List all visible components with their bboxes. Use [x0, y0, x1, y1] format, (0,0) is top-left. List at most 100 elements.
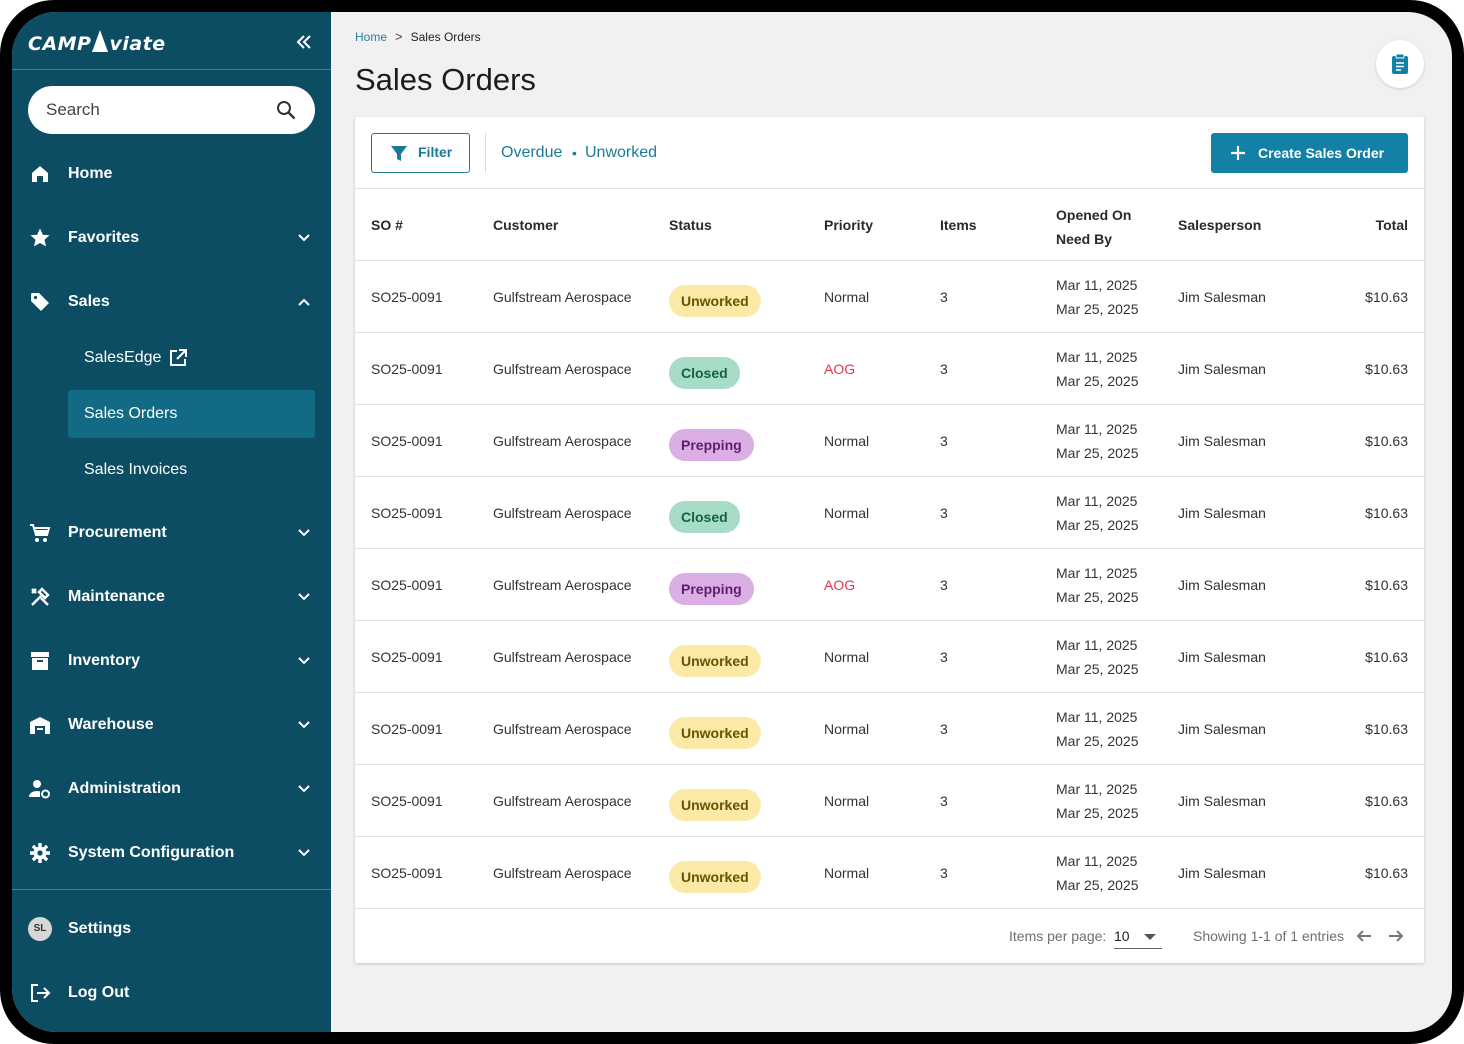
- nav-administration[interactable]: Administration: [12, 765, 331, 813]
- search-box[interactable]: [28, 86, 315, 134]
- nav-logout[interactable]: Log Out: [12, 969, 331, 1017]
- chevron-down-icon: [294, 587, 314, 607]
- column-header-customer[interactable]: Customer: [493, 217, 559, 233]
- plus-icon: [1231, 146, 1245, 160]
- cell-items: 3: [940, 289, 948, 305]
- filter-button[interactable]: Filter: [371, 133, 470, 173]
- nav-sales-invoices[interactable]: Sales Invoices: [68, 446, 315, 494]
- external-link-icon: [168, 348, 188, 368]
- cell-so-number: SO25-0091: [371, 505, 443, 521]
- cell-so-number: SO25-0091: [371, 793, 443, 809]
- cell-customer: Gulfstream Aerospace: [493, 505, 632, 521]
- double-chevron-left-icon[interactable]: [292, 30, 316, 54]
- table-row[interactable]: SO25-0091 Gulfstream Aerospace Prepping …: [355, 405, 1424, 477]
- nav-settings-label: Settings: [68, 920, 132, 937]
- nav-warehouse[interactable]: Warehouse: [12, 701, 331, 749]
- column-header-status[interactable]: Status: [669, 217, 712, 233]
- cell-total: $10.63: [1365, 289, 1408, 305]
- cell-need-by: Mar 25, 2025: [1056, 373, 1139, 389]
- nav-sales-orders[interactable]: Sales Orders: [68, 390, 315, 438]
- column-header-priority[interactable]: Priority: [824, 217, 874, 233]
- cell-total: $10.63: [1365, 505, 1408, 521]
- cell-priority: Normal: [824, 721, 870, 737]
- nav-settings[interactable]: SL Settings: [12, 905, 331, 953]
- filter-chip-separator: •: [572, 145, 577, 161]
- nav-sales[interactable]: Sales: [12, 278, 331, 326]
- nav-maintenance[interactable]: Maintenance: [12, 573, 331, 621]
- cell-dates: Mar 11, 2025 Mar 25, 2025: [1056, 345, 1139, 393]
- cell-opened-on: Mar 11, 2025: [1056, 781, 1138, 797]
- arrow-left-icon[interactable]: [1352, 924, 1376, 948]
- table-row[interactable]: SO25-0091 Gulfstream Aerospace Prepping …: [355, 549, 1424, 621]
- table-row[interactable]: SO25-0091 Gulfstream Aerospace Closed AO…: [355, 333, 1424, 405]
- breadcrumb-home[interactable]: Home: [355, 30, 388, 44]
- nav-logout-label: Log Out: [68, 984, 130, 1001]
- cell-need-by: Mar 25, 2025: [1056, 301, 1139, 317]
- page-title: Sales Orders: [355, 62, 536, 97]
- filter-chip-unworked[interactable]: Unworked: [585, 144, 658, 161]
- nav-procurement[interactable]: Procurement: [12, 509, 331, 557]
- clipboard-button[interactable]: [1376, 40, 1424, 88]
- logout-icon: [28, 981, 52, 1005]
- column-header-total[interactable]: Total: [1375, 217, 1408, 233]
- cell-so-number: SO25-0091: [371, 289, 443, 305]
- status-badge: Prepping: [669, 429, 754, 461]
- chevron-down-icon: [294, 843, 314, 863]
- cell-so-number: SO25-0091: [371, 649, 443, 665]
- cell-priority: AOG: [824, 361, 856, 377]
- items-per-page-value: 10: [1114, 928, 1130, 944]
- table-toolbar: Filter Overdue • Unworked Create Sales O…: [355, 117, 1424, 189]
- cell-items: 3: [940, 433, 948, 449]
- cell-items: 3: [940, 505, 948, 521]
- nav-salesedge[interactable]: SalesEdge: [68, 334, 315, 382]
- table-row[interactable]: SO25-0091 Gulfstream Aerospace Unworked …: [355, 261, 1424, 333]
- column-header-so[interactable]: SO #: [371, 217, 403, 233]
- caret-down-icon: [1144, 934, 1156, 940]
- cell-total: $10.63: [1365, 577, 1408, 593]
- cell-customer: Gulfstream Aerospace: [493, 721, 632, 737]
- cell-so-number: SO25-0091: [371, 577, 443, 593]
- column-header-salesperson[interactable]: Salesperson: [1178, 217, 1262, 233]
- nav-administration-label: Administration: [68, 780, 181, 797]
- nav-system-configuration[interactable]: System Configuration: [12, 829, 331, 877]
- search-input[interactable]: [46, 86, 266, 134]
- brand-logo: CAMP viate: [28, 28, 166, 60]
- warehouse-icon: [28, 713, 52, 737]
- create-sales-order-button[interactable]: Create Sales Order: [1211, 133, 1408, 173]
- table-row[interactable]: SO25-0091 Gulfstream Aerospace Closed No…: [355, 477, 1424, 549]
- table-pagination: Items per page: 10 Showing 1-1 of 1 entr…: [355, 909, 1424, 963]
- cell-items: 3: [940, 649, 948, 665]
- table-row[interactable]: SO25-0091 Gulfstream Aerospace Unworked …: [355, 765, 1424, 837]
- filter-chip-overdue[interactable]: Overdue: [501, 144, 563, 161]
- table-row[interactable]: SO25-0091 Gulfstream Aerospace Unworked …: [355, 837, 1424, 909]
- create-sales-order-label: Create Sales Order: [1258, 145, 1385, 161]
- table-row[interactable]: SO25-0091 Gulfstream Aerospace Unworked …: [355, 621, 1424, 693]
- cart-icon: [28, 521, 52, 545]
- cell-salesperson: Jim Salesman: [1178, 793, 1266, 809]
- nav-home[interactable]: Home: [12, 150, 331, 198]
- cell-need-by: Mar 25, 2025: [1056, 661, 1139, 677]
- cell-salesperson: Jim Salesman: [1178, 505, 1266, 521]
- cell-customer: Gulfstream Aerospace: [493, 289, 632, 305]
- status-badge: Prepping: [669, 573, 754, 605]
- items-per-page-select[interactable]: 10: [1114, 923, 1162, 949]
- table-row[interactable]: SO25-0091 Gulfstream Aerospace Unworked …: [355, 693, 1424, 765]
- column-header-items[interactable]: Items: [940, 217, 977, 233]
- status-badge: Unworked: [669, 717, 761, 749]
- breadcrumb: Home > Sales Orders: [355, 28, 481, 46]
- cell-so-number: SO25-0091: [371, 721, 443, 737]
- nav-inventory[interactable]: Inventory: [12, 637, 331, 685]
- cell-salesperson: Jim Salesman: [1178, 721, 1266, 737]
- chevron-down-icon: [294, 779, 314, 799]
- user-gear-icon: [28, 777, 52, 801]
- cell-total: $10.63: [1365, 721, 1408, 737]
- cell-priority: Normal: [824, 649, 870, 665]
- pagination-range: Showing 1-1 of 1 entries: [1193, 928, 1344, 944]
- search-icon[interactable]: [274, 98, 298, 122]
- chevron-down-icon: [294, 715, 314, 735]
- nav-favorites[interactable]: Favorites: [12, 214, 331, 262]
- cell-dates: Mar 11, 2025 Mar 25, 2025: [1056, 273, 1139, 321]
- column-header-dates[interactable]: Opened On Need By: [1056, 203, 1131, 251]
- cell-priority: Normal: [824, 865, 870, 881]
- arrow-right-icon[interactable]: [1384, 924, 1408, 948]
